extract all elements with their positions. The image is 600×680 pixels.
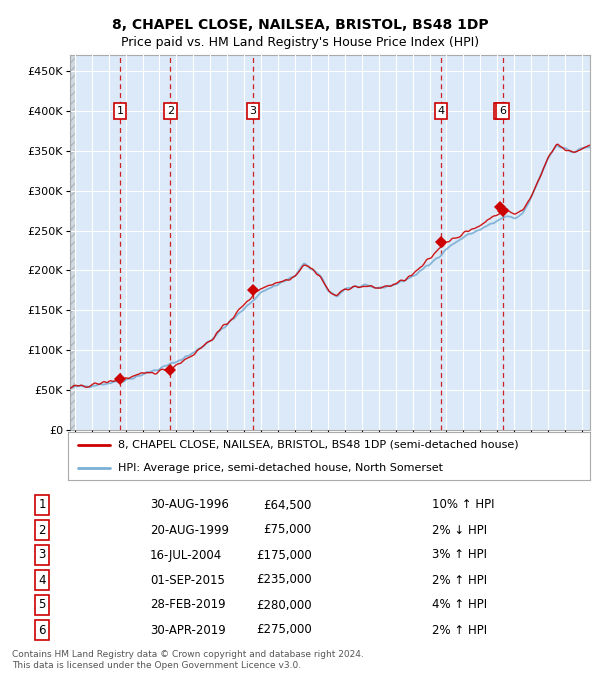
Text: 3: 3 [250, 106, 257, 116]
Text: 4: 4 [38, 573, 46, 586]
Text: £75,000: £75,000 [264, 524, 312, 537]
Text: £235,000: £235,000 [256, 573, 312, 586]
Text: 1: 1 [38, 498, 46, 511]
Text: 2: 2 [167, 106, 174, 116]
Text: 4% ↑ HPI: 4% ↑ HPI [432, 598, 487, 611]
Text: 2% ↓ HPI: 2% ↓ HPI [432, 524, 487, 537]
Text: 4: 4 [437, 106, 445, 116]
Text: 6: 6 [38, 624, 46, 636]
Text: 30-AUG-1996: 30-AUG-1996 [150, 498, 229, 511]
Text: 8, CHAPEL CLOSE, NAILSEA, BRISTOL, BS48 1DP: 8, CHAPEL CLOSE, NAILSEA, BRISTOL, BS48 … [112, 18, 488, 32]
Text: 5: 5 [38, 598, 46, 611]
Text: £175,000: £175,000 [256, 549, 312, 562]
Text: 28-FEB-2019: 28-FEB-2019 [150, 598, 226, 611]
Text: 8, CHAPEL CLOSE, NAILSEA, BRISTOL, BS48 1DP (semi-detached house): 8, CHAPEL CLOSE, NAILSEA, BRISTOL, BS48 … [118, 440, 518, 450]
Text: 5: 5 [496, 106, 503, 116]
Text: £275,000: £275,000 [256, 624, 312, 636]
Text: 10% ↑ HPI: 10% ↑ HPI [432, 498, 494, 511]
Text: 3% ↑ HPI: 3% ↑ HPI [432, 549, 487, 562]
Text: £64,500: £64,500 [263, 498, 312, 511]
Text: 30-APR-2019: 30-APR-2019 [150, 624, 226, 636]
Text: 2% ↑ HPI: 2% ↑ HPI [432, 573, 487, 586]
Text: Price paid vs. HM Land Registry's House Price Index (HPI): Price paid vs. HM Land Registry's House … [121, 36, 479, 49]
Text: Contains HM Land Registry data © Crown copyright and database right 2024.
This d: Contains HM Land Registry data © Crown c… [12, 650, 364, 670]
Text: 6: 6 [499, 106, 506, 116]
Text: 01-SEP-2015: 01-SEP-2015 [150, 573, 225, 586]
Text: 16-JUL-2004: 16-JUL-2004 [150, 549, 222, 562]
Text: 2: 2 [38, 524, 46, 537]
Text: £280,000: £280,000 [256, 598, 312, 611]
Text: HPI: Average price, semi-detached house, North Somerset: HPI: Average price, semi-detached house,… [118, 463, 443, 473]
Text: 2% ↑ HPI: 2% ↑ HPI [432, 624, 487, 636]
Bar [70, 55, 75, 430]
Text: 3: 3 [38, 549, 46, 562]
Text: 20-AUG-1999: 20-AUG-1999 [150, 524, 229, 537]
Text: 1: 1 [116, 106, 124, 116]
